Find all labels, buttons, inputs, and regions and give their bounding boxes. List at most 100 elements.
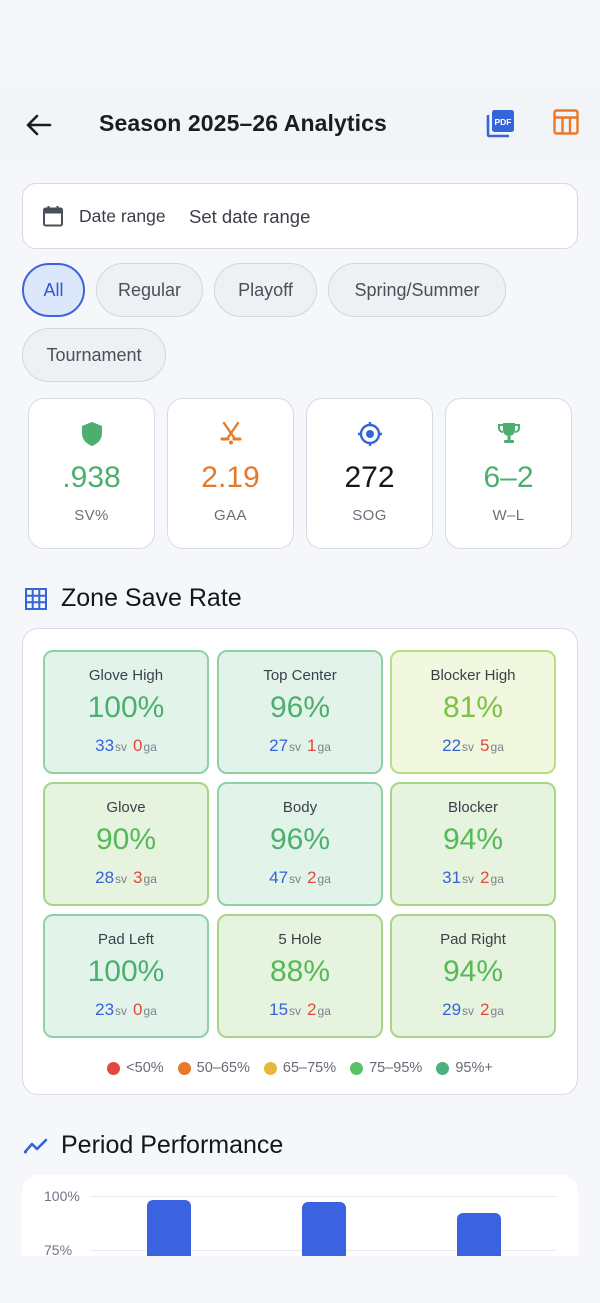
- zone-goals-against: 0: [133, 1000, 143, 1019]
- stat-label: W–L: [492, 507, 525, 524]
- zone-counts: 33sv 0ga: [45, 736, 207, 756]
- stat-value: 2.19: [201, 461, 260, 494]
- y-tick-label: 75%: [44, 1242, 73, 1258]
- stat-label: SOG: [352, 507, 387, 524]
- shield-icon: [81, 422, 102, 446]
- zone-saves: 23: [95, 1000, 115, 1019]
- legend-label: 95%+: [455, 1060, 493, 1076]
- zone-cell[interactable]: Pad Right 94% 29sv 2ga: [390, 914, 556, 1038]
- zone-counts: 22sv 5ga: [392, 736, 554, 756]
- stat-label: GAA: [214, 507, 247, 524]
- zone-cell[interactable]: Glove 90% 28sv 3ga: [43, 782, 209, 906]
- export-pdf-button[interactable]: PDF: [486, 108, 518, 140]
- sv-suffix: sv: [289, 1004, 302, 1018]
- legend-label: 50–65%: [196, 1060, 250, 1076]
- gridline: [90, 1196, 556, 1197]
- zone-section-header: Zone Save Rate: [24, 584, 242, 613]
- back-arrow-icon: [26, 114, 52, 136]
- zone-goals-against: 0: [133, 736, 143, 755]
- ga-suffix: ga: [317, 740, 331, 754]
- period-section-header: Period Performance: [24, 1131, 283, 1160]
- stat-label: SV%: [74, 507, 109, 524]
- stat-card-sog: 272 SOG: [306, 398, 433, 549]
- stat-value: 6–2: [483, 461, 534, 494]
- table-icon: [553, 109, 579, 135]
- zone-cell[interactable]: Glove High 100% 33sv 0ga: [43, 650, 209, 774]
- stat-card-gaa: 2.19 GAA: [167, 398, 294, 549]
- stat-card-sv: .938 SV%: [28, 398, 155, 549]
- zone-save-pct: 100%: [87, 955, 165, 988]
- legend-item: <50%: [107, 1060, 164, 1076]
- crossed-sticks-icon: [220, 421, 241, 445]
- chip-all[interactable]: All: [22, 263, 85, 317]
- zone-section-title: Zone Save Rate: [61, 584, 242, 612]
- sv-suffix: sv: [462, 1004, 475, 1018]
- zone-name: Glove: [106, 799, 146, 816]
- chip-tournament[interactable]: Tournament: [22, 328, 166, 382]
- legend-item: 95%+: [436, 1060, 493, 1076]
- zone-saves: 15: [269, 1000, 289, 1019]
- bottom-area: [0, 1256, 600, 1303]
- sv-suffix: sv: [289, 740, 302, 754]
- legend-dot: [107, 1061, 121, 1075]
- zone-save-pct: 94%: [442, 955, 504, 988]
- stat-card-wl: 6–2 W–L: [445, 398, 572, 549]
- zone-counts: 31sv 2ga: [392, 868, 554, 888]
- zone-name: Glove High: [88, 667, 164, 684]
- zone-goals-against: 2: [307, 868, 317, 887]
- sv-suffix: sv: [115, 1004, 128, 1018]
- zone-cell[interactable]: Top Center 96% 27sv 1ga: [217, 650, 383, 774]
- legend-item: 75–95%: [350, 1060, 422, 1076]
- sv-suffix: sv: [115, 740, 128, 754]
- zone-saves: 27: [269, 736, 289, 755]
- sv-suffix: sv: [462, 740, 475, 754]
- zone-save-pct: 88%: [269, 955, 331, 988]
- grid-icon: [25, 587, 47, 610]
- zone-cell[interactable]: 5 Hole 88% 15sv 2ga: [217, 914, 383, 1038]
- zone-save-pct: 96%: [269, 691, 331, 724]
- target-icon: [357, 422, 382, 446]
- legend-dot: [177, 1061, 191, 1075]
- page-title: Season 2025–26 Analytics: [99, 110, 387, 136]
- stat-value: .938: [62, 461, 121, 494]
- zone-name: Pad Right: [440, 931, 506, 948]
- ga-suffix: ga: [490, 1004, 504, 1018]
- trophy-icon: [497, 423, 520, 443]
- ga-suffix: ga: [490, 872, 504, 886]
- ga-suffix: ga: [143, 740, 157, 754]
- zone-goals-against: 5: [480, 736, 490, 755]
- stat-value: 272: [344, 461, 395, 494]
- zone-goals-against: 3: [133, 868, 143, 887]
- status-bar-area: [0, 0, 600, 88]
- zone-cell[interactable]: Body 96% 47sv 2ga: [217, 782, 383, 906]
- zone-counts: 29sv 2ga: [392, 1000, 554, 1020]
- zone-goals-against: 2: [307, 1000, 317, 1019]
- table-view-button[interactable]: [552, 108, 584, 140]
- legend-label: 75–95%: [369, 1060, 423, 1076]
- chip-spring-summer[interactable]: Spring/Summer: [328, 263, 506, 317]
- chip-playoff[interactable]: Playoff: [214, 263, 317, 317]
- zone-name: Top Center: [263, 667, 337, 684]
- date-range-label: Date range: [79, 206, 166, 226]
- zone-counts: 28sv 3ga: [45, 868, 207, 888]
- zone-counts: 23sv 0ga: [45, 1000, 207, 1020]
- ga-suffix: ga: [317, 872, 331, 886]
- zone-saves: 28: [95, 868, 115, 887]
- chip-regular[interactable]: Regular: [96, 263, 203, 317]
- app-bar: Season 2025–26 Analytics PDF: [0, 88, 600, 160]
- back-button[interactable]: [22, 108, 56, 142]
- zone-save-pct: 94%: [442, 823, 504, 856]
- trend-line-icon: [24, 1138, 48, 1153]
- zone-cell[interactable]: Pad Left 100% 23sv 0ga: [43, 914, 209, 1038]
- ga-suffix: ga: [143, 1004, 157, 1018]
- zone-name: Blocker High: [430, 667, 516, 684]
- zone-cell[interactable]: Blocker High 81% 22sv 5ga: [390, 650, 556, 774]
- zone-cell[interactable]: Blocker 94% 31sv 2ga: [390, 782, 556, 906]
- date-range-field[interactable]: Date range Set date range: [22, 183, 578, 249]
- legend-label: 65–75%: [282, 1060, 337, 1076]
- ga-suffix: ga: [143, 872, 157, 886]
- zone-saves: 47: [269, 868, 289, 887]
- zone-save-rate-card: Glove High 100% 33sv 0ga Top Center 96% 27sv 1g…: [22, 628, 578, 1095]
- pdf-icon: PDF: [486, 110, 514, 138]
- zone-saves: 22: [442, 736, 462, 755]
